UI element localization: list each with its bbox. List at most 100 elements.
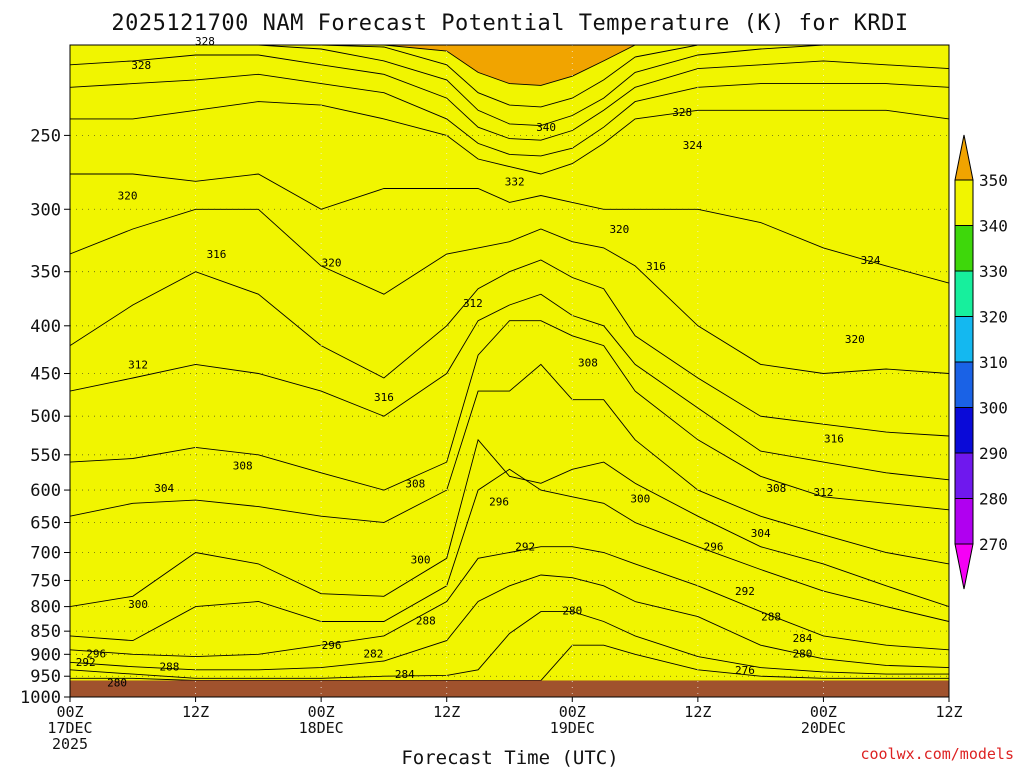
y-tick-label: 550: [30, 446, 61, 466]
y-tick-label: 600: [30, 481, 61, 501]
colorbar-segment: [954, 498, 974, 545]
y-tick-label: 900: [30, 645, 61, 665]
contour-label-304: 304: [154, 482, 174, 495]
isentrope-320: [70, 208, 949, 374]
contour-label-308: 308: [766, 482, 786, 495]
contour-label-284: 284: [793, 632, 813, 645]
x-tick-label: 12Z: [684, 703, 711, 721]
contour-label-320: 320: [609, 223, 629, 236]
isentrope-300: [70, 438, 949, 608]
colorbar-label: 350: [979, 171, 1008, 190]
potential-temperature-fill: [70, 45, 949, 697]
colorbar-segment: [954, 225, 974, 272]
contour-label-288: 288: [159, 661, 179, 674]
x-axis-title: Forecast Time (UTC): [401, 747, 618, 768]
x-tick-label: 19DEC: [550, 719, 595, 737]
y-tick-label: 700: [30, 544, 61, 564]
y-tick-label: 650: [30, 513, 61, 533]
x-tick-label: 17DEC: [47, 719, 92, 737]
contour-label-320: 320: [845, 333, 865, 346]
contour-label-296: 296: [704, 541, 724, 554]
colorbar-label: 270: [979, 535, 1008, 554]
grid-lines: [70, 45, 949, 697]
contour-label-304: 304: [751, 527, 771, 540]
contour-label-332: 332: [505, 175, 525, 188]
colorbar-segment: [954, 179, 974, 226]
contour-label-288: 288: [761, 611, 781, 624]
isentrope-328: [70, 101, 949, 175]
contour-label-316: 316: [824, 432, 844, 445]
contour-label-300: 300: [128, 598, 148, 611]
x-tick-label: 00Z: [810, 703, 837, 721]
colorbar-segment: [954, 270, 974, 317]
x-tick-label: 12Z: [433, 703, 460, 721]
contour-label-300: 300: [411, 553, 431, 566]
x-tick-label: 18DEC: [299, 719, 344, 737]
contour-label-308: 308: [233, 460, 253, 473]
colorbar-label: 330: [979, 262, 1008, 281]
contour-label-308: 308: [405, 477, 425, 490]
isentrope-312: [70, 293, 949, 481]
x-tick-label: 12Z: [935, 703, 962, 721]
isentrope-324: [70, 173, 949, 284]
contour-label-312: 312: [813, 486, 833, 499]
contour-label-282: 282: [364, 647, 384, 660]
isentrope-284: [70, 611, 949, 679]
isentrope-336: [70, 54, 949, 141]
contour-label-320: 320: [322, 256, 342, 269]
x-tick-label: 20DEC: [801, 719, 846, 737]
contour-label-280: 280: [793, 647, 813, 660]
contour-label-284: 284: [395, 668, 415, 681]
x-tick-label: 00Z: [559, 703, 586, 721]
contour-label-312: 312: [463, 297, 483, 310]
contour-label-276: 276: [735, 664, 755, 677]
contour-label-300: 300: [630, 493, 650, 506]
isentrope-344: [70, 45, 949, 108]
contour-label-340: 340: [536, 121, 556, 134]
colorbar-segment: [954, 452, 974, 499]
contour-label-296: 296: [489, 495, 509, 508]
y-tick-label: 750: [30, 571, 61, 591]
isentrope-288: [70, 574, 949, 671]
y-tick-label: 400: [30, 317, 61, 337]
credit-text: coolwx.com/models: [860, 745, 1014, 763]
colorbar-label: 300: [979, 399, 1008, 418]
colorbar-segment-bottom: [954, 543, 974, 590]
contour-label-292: 292: [515, 541, 535, 554]
contour-label-328: 328: [195, 35, 215, 48]
contour-label-280: 280: [107, 677, 127, 690]
y-tick-label: 450: [30, 365, 61, 385]
colorbar-label: 310: [979, 353, 1008, 372]
isentrope-340: [70, 45, 949, 127]
plot-frame: [69, 44, 950, 698]
colorbar-segment-top: [954, 134, 974, 181]
colorbar-segment: [954, 407, 974, 454]
contour-label-280: 280: [562, 605, 582, 618]
contour-label-320: 320: [118, 190, 138, 203]
x-tick-label: 2025: [52, 735, 88, 753]
contour-label-324: 324: [861, 254, 881, 267]
isentrope-332: [70, 73, 949, 157]
contour-label-296: 296: [86, 647, 106, 660]
y-tick-label: 350: [30, 263, 61, 283]
colorbar-label: 290: [979, 444, 1008, 463]
y-tick-label: 950: [30, 667, 61, 687]
x-tick-label: 12Z: [182, 703, 209, 721]
isentrope-316: [70, 259, 949, 437]
isentrope-304: [70, 363, 949, 565]
contour-label-296: 296: [322, 639, 342, 652]
isentrope-348: [70, 45, 949, 86]
contour-label-328: 328: [131, 59, 151, 72]
x-tick-label: 00Z: [56, 703, 83, 721]
contour-label-324: 324: [683, 139, 703, 152]
isentrope-292: [70, 546, 949, 658]
contour-label-292: 292: [735, 585, 755, 598]
y-tick-label: 850: [30, 622, 61, 642]
contour-label-288: 288: [416, 615, 436, 628]
colorbar-segment: [954, 316, 974, 363]
y-tick-label: 800: [30, 598, 61, 618]
x-tick-label: 00Z: [308, 703, 335, 721]
y-tick-label: 300: [30, 200, 61, 220]
